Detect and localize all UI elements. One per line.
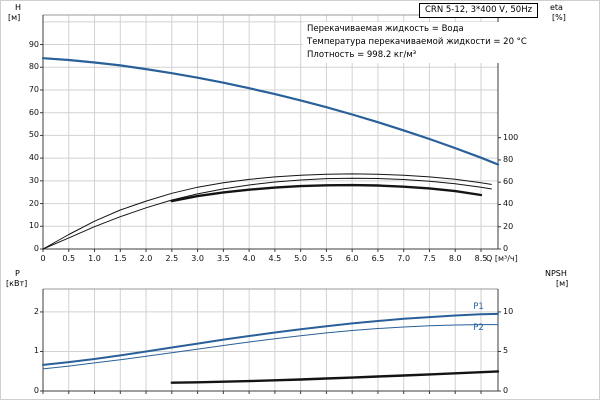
npsh-axis-name: NPSH	[545, 269, 567, 278]
pump-model-title: CRN 5-12, 3*400 V, 50Hz	[425, 5, 533, 15]
npsh-axis-unit: [м]	[556, 279, 569, 288]
p1-curve	[42, 312, 499, 366]
eta-axis-unit: [%]	[552, 13, 566, 22]
pump-model-title-box: CRN 5-12, 3*400 V, 50Hz	[419, 3, 539, 18]
eta-axis-name: eta	[550, 3, 563, 12]
annotation-fluid: Перекачиваемая жидкость = Вода	[307, 24, 464, 34]
head-axis-name: H	[15, 3, 22, 12]
eta-operating-range-curve	[170, 183, 483, 203]
power-axis-unit: [кВт]	[6, 279, 28, 288]
fluid-annotations: Перекачиваемая жидкость = Вода Температу…	[303, 22, 531, 63]
annotation-density: Плотность = 998.2 кг/м³	[307, 50, 417, 60]
head-axis-unit: [м]	[8, 13, 21, 22]
head-curve	[41, 57, 500, 166]
power-axis-name: P	[15, 269, 20, 278]
annotation-temperature: Температура перекачиваемой жидкости = 20…	[307, 37, 527, 47]
eta-pump-motor-curve	[42, 177, 492, 250]
p2-curve	[42, 324, 499, 370]
npsh-curve	[170, 370, 500, 384]
eta-pump-curve	[42, 173, 492, 250]
